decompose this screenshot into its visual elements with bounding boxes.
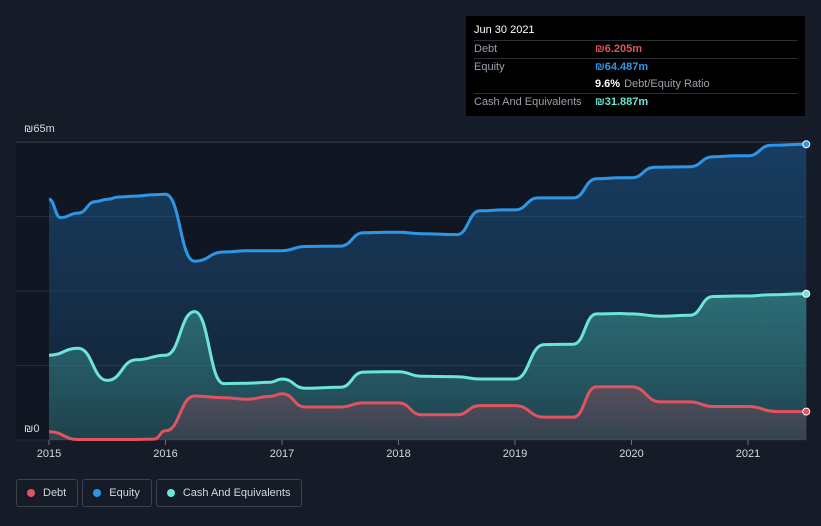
tooltip-row-debt: Debt ₪6.205m xyxy=(474,40,797,58)
tooltip-row-cash: Cash And Equivalents ₪31.887m xyxy=(474,92,797,111)
axis-ticks xyxy=(48,440,749,445)
x-tick-label: 2016 xyxy=(153,448,177,460)
debt-endpoint xyxy=(802,407,811,416)
equity-line xyxy=(48,142,807,263)
tooltip-cash-label: Cash And Equivalents xyxy=(474,95,582,108)
legend-debt-label: Debt xyxy=(43,487,67,499)
chart-legend: Debt Equity Cash And Equivalents xyxy=(16,479,306,507)
tooltip-row-equity: Equity ₪64.487m xyxy=(474,57,797,76)
tooltip-ratio-value: 9.6% xyxy=(595,78,621,91)
x-tick-label: 2020 xyxy=(619,448,643,460)
debt-line xyxy=(48,385,807,441)
tooltip-cash-value: ₪31.887m xyxy=(595,95,649,108)
equity-dot-icon xyxy=(93,489,102,497)
series-lines xyxy=(48,142,807,441)
x-tick-label: 2017 xyxy=(270,448,294,460)
cash-dot-icon xyxy=(166,489,175,497)
x-tick-label: 2019 xyxy=(503,448,527,460)
series-areas xyxy=(49,144,807,441)
data-tooltip: Jun 30 2021 Debt ₪6.205m Equity ₪64.487m… xyxy=(466,16,805,116)
tooltip-equity-label: Equity xyxy=(474,60,505,73)
x-tick-label: 2018 xyxy=(386,448,410,460)
legend-item-cash[interactable]: Cash And Equivalents xyxy=(155,479,303,507)
x-tick-label: 2015 xyxy=(37,448,61,460)
tooltip-date: Jun 30 2021 xyxy=(474,24,535,36)
legend-cash-label: Cash And Equivalents xyxy=(182,487,291,499)
legend-item-equity[interactable]: Equity xyxy=(82,479,152,507)
x-axis-labels: 2015 2016 2017 2018 2019 2020 2021 xyxy=(37,448,760,460)
series-endpoints xyxy=(802,140,811,416)
cash-line xyxy=(48,292,807,390)
debt-dot-icon xyxy=(27,489,35,497)
equity-endpoint xyxy=(802,140,811,149)
cash-endpoint xyxy=(802,289,811,298)
tooltip-ratio-label: Debt/Equity Ratio xyxy=(624,78,710,91)
tooltip-debt-value: ₪6.205m xyxy=(595,43,643,56)
y-tick-label-max: ₪65m xyxy=(24,123,55,135)
legend-item-debt[interactable]: Debt xyxy=(16,479,79,507)
y-tick-label-zero: ₪0 xyxy=(24,423,39,435)
tooltip-debt-label: Debt xyxy=(474,43,498,56)
x-tick-label: 2021 xyxy=(736,448,760,460)
tooltip-row-ratio: 9.6% Debt/Equity Ratio xyxy=(474,75,797,93)
legend-equity-label: Equity xyxy=(109,487,140,499)
tooltip-equity-value: ₪64.487m xyxy=(595,60,649,73)
